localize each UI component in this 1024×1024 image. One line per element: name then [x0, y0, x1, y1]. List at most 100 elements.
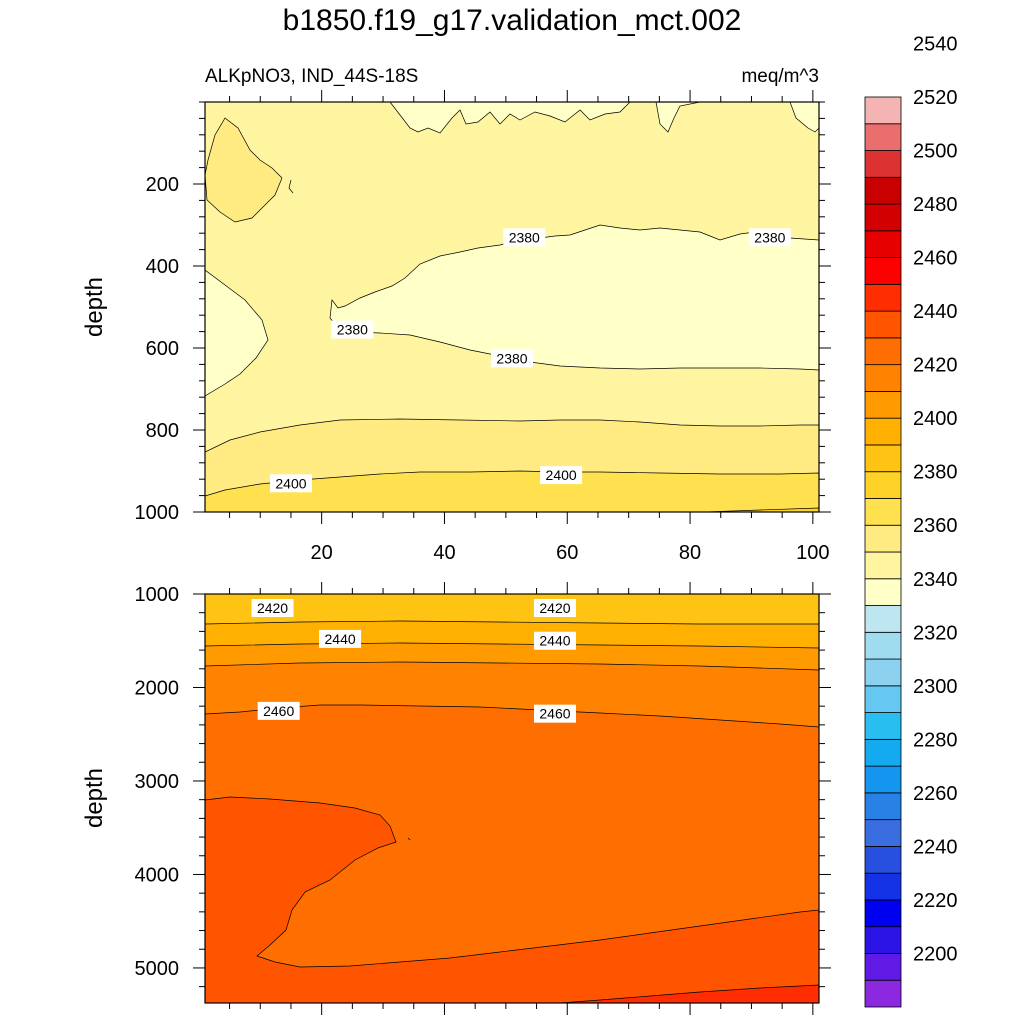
- upper-y-axis: 200 400 600 800 1000: [135, 101, 831, 524]
- fill-2470-2480: [559, 984, 819, 1003]
- y-tick-label: 4000: [135, 864, 180, 886]
- contour-label-text: 2380: [337, 322, 368, 338]
- fill-2370-2380-tongue: [329, 224, 819, 371]
- colorbar-box: [864, 658, 902, 687]
- x-tick-label: 60: [556, 542, 578, 564]
- contour-label-text: 2440: [325, 631, 356, 647]
- colorbar-box: [864, 685, 902, 713]
- x-tick-label: 20: [311, 542, 333, 564]
- contour-label: 2380: [331, 320, 374, 339]
- colorbar-box: [864, 631, 902, 660]
- colorbar-label: 2380: [913, 462, 958, 484]
- y-tick-label: 5000: [135, 958, 180, 980]
- lower-y-axis: 1000 2000 3000 4000 5000: [135, 584, 831, 988]
- lower-frame: [204, 593, 820, 1004]
- upper-contour-labels: 2380 2380 2380 2380 2400 2400: [269, 228, 791, 493]
- subtitle-right: meq/m^3: [741, 66, 819, 87]
- contour-label-text: 2460: [539, 706, 570, 722]
- contour-label: 2440: [533, 631, 576, 650]
- colorbar-label: 2360: [913, 515, 958, 537]
- colorbar-box: [864, 123, 902, 151]
- contour-label-text: 2460: [263, 703, 294, 719]
- contour-label-text: 2440: [539, 633, 570, 649]
- colorbar-label: 2500: [913, 141, 958, 163]
- colorbar-labels: 2200 2220 2240 2260 2280 2300 2320 2340 2360 2380…: [913, 33, 958, 965]
- colorbar-label: 2540: [913, 33, 958, 55]
- contour-dot: [407, 837, 411, 841]
- colorbar-box: [864, 150, 902, 178]
- colorbar-box: [864, 872, 902, 901]
- colorbar-box: [864, 176, 902, 205]
- fill-2370-2380-shallow: [389, 102, 631, 134]
- colorbar-box: [864, 926, 902, 954]
- colorbar-box: [864, 283, 902, 312]
- colorbar-box: [864, 391, 902, 419]
- colorbar-box: [864, 257, 902, 285]
- lower-ylabel: depth: [81, 768, 108, 828]
- y-tick-label: 1000: [135, 584, 180, 606]
- colorbar-box: [864, 444, 902, 473]
- upper-ylabel: depth: [81, 277, 108, 337]
- y-tick-label: 800: [146, 420, 179, 442]
- colorbar-box: [864, 337, 902, 366]
- colorbar-box: [864, 498, 902, 526]
- contour-label-text: 2380: [496, 350, 527, 366]
- colorbar-label: 2240: [913, 836, 958, 858]
- contour-label: 2460: [257, 701, 300, 720]
- contour-label: 2380: [503, 228, 546, 247]
- colorbar-box: [864, 578, 902, 606]
- contour-label-text: 2420: [539, 600, 570, 616]
- x-tick-label: 40: [433, 542, 455, 564]
- colorbar-label: 2400: [913, 408, 958, 430]
- y-tick-label: 1000: [135, 502, 180, 524]
- y-tick-label: 3000: [135, 771, 180, 793]
- colorbar-label: 2460: [913, 248, 958, 270]
- contour-label: 2380: [748, 228, 791, 247]
- y-tick-label: 400: [146, 256, 179, 278]
- colorbar-box: [864, 96, 902, 125]
- contour-label: 2380: [491, 349, 533, 368]
- colorbar-label: 2260: [913, 783, 958, 805]
- contour-label: 2400: [540, 466, 583, 485]
- fill-2370-2380-shallow-corner: [789, 102, 819, 133]
- fill-2460-2470-left: [205, 796, 819, 1003]
- lower-contour-labels: 2420 2420 2440 2440 2460 2460: [251, 599, 576, 723]
- colorbar-box: [864, 364, 902, 392]
- contour-label: 2440: [319, 629, 362, 648]
- colorbar-box: [864, 310, 902, 339]
- colorbar-box: [864, 471, 902, 499]
- colorbar-label: 2300: [913, 676, 958, 698]
- colorbar-label: 2340: [913, 569, 958, 591]
- colorbar-box: [864, 792, 902, 821]
- colorbar-box: [864, 605, 902, 633]
- y-tick-label: 2000: [135, 677, 180, 699]
- contour-label: 2420: [533, 599, 576, 618]
- colorbar-box: [864, 953, 902, 981]
- fill-2370-2380-left: [205, 269, 269, 397]
- fill-2390-2400-blob: [205, 117, 283, 223]
- colorbar-label: 2520: [913, 87, 958, 109]
- colorbar-box: [864, 738, 902, 767]
- colorbar-box: [864, 979, 902, 1008]
- lower-panel: 1000 2000 3000 4000 5000 2420 2420 2440 2440 246…: [81, 582, 831, 1015]
- colorbar-box: [864, 819, 902, 847]
- colorbar-label: 2320: [913, 622, 958, 644]
- x-tick-label: 80: [679, 542, 701, 564]
- colorbar-box: [864, 765, 902, 794]
- contour-label-text: 2400: [275, 475, 306, 491]
- y-tick-label: 200: [146, 174, 179, 196]
- contour-label: 2400: [269, 474, 312, 493]
- upper-frame: [204, 101, 820, 513]
- contour-label-text: 2420: [257, 600, 288, 616]
- contour-label: 2420: [251, 599, 294, 618]
- colorbar-label: 2200: [913, 943, 958, 965]
- subtitle-left: ALKpNO3, IND_44S-18S: [205, 66, 418, 87]
- fill-2370-2380-shallow-right: [655, 102, 701, 133]
- colorbar-box: [864, 203, 902, 232]
- colorbar-box: [864, 551, 902, 580]
- contour-label-text: 2380: [754, 229, 785, 245]
- colorbar-label: 2220: [913, 890, 958, 912]
- contour-label: 2460: [533, 704, 576, 723]
